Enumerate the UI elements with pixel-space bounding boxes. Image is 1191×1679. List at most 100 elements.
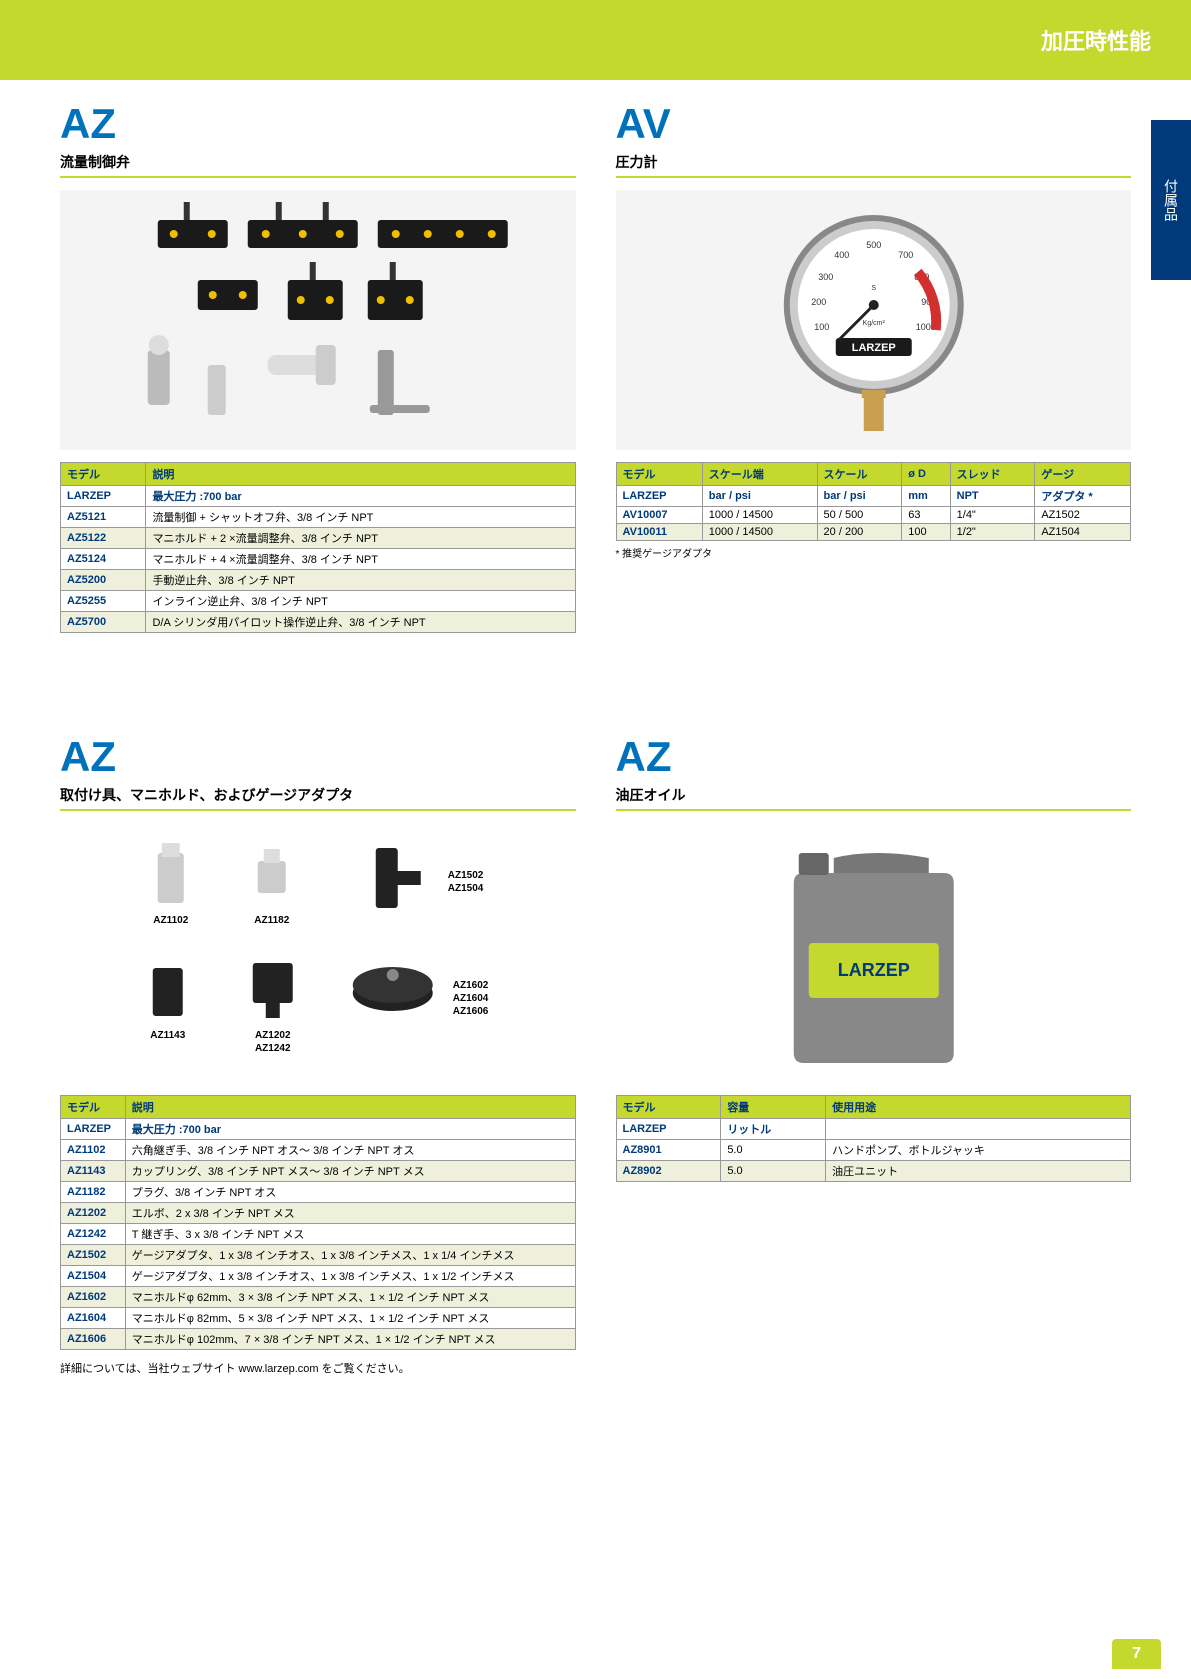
page-number: 7 — [1112, 1639, 1161, 1669]
fittings-image: AZ1102 AZ1182 AZ1502 AZ1504 AZ1143 AZ120… — [60, 823, 576, 1083]
table-row: AV100111000 / 1450020 / 2001001/2"AZ1504 — [616, 524, 1131, 541]
table-row: AZ5121流量制御 + シャットオフ弁、3/8 インチ NPT — [61, 507, 576, 528]
desc-cell: AZ1504 — [1035, 524, 1131, 541]
svg-text:200: 200 — [811, 297, 826, 307]
model-cell: AZ1143 — [61, 1161, 126, 1182]
gauge-image: 100200300 400500700 8009001000 S Kg/cm² … — [616, 190, 1132, 450]
model-cell: AV10007 — [616, 507, 702, 524]
svg-text:700: 700 — [898, 250, 913, 260]
svg-text:AZ1202: AZ1202 — [255, 1030, 291, 1041]
svg-text:AZ1504: AZ1504 — [448, 883, 484, 894]
table-header: モデル — [616, 463, 702, 486]
table-row: AZ1202エルボ、2 x 3/8 インチ NPT メス — [61, 1203, 576, 1224]
model-cell: AZ1202 — [61, 1203, 126, 1224]
desc-cell: プラグ、3/8 インチ NPT オス — [125, 1182, 575, 1203]
desc-cell: マニホルドφ 102mm、7 × 3/8 インチ NPT メス、1 × 1/2 … — [125, 1329, 575, 1350]
model-cell: AZ5200 — [61, 570, 146, 591]
svg-text:AZ1242: AZ1242 — [255, 1043, 291, 1054]
desc-cell: 1/2" — [950, 524, 1035, 541]
table-row: AZ1604マニホルドφ 82mm、5 × 3/8 インチ NPT メス、1 ×… — [61, 1308, 576, 1329]
table-subheader: アダプタ * — [1035, 486, 1131, 507]
desc-cell: 20 / 200 — [817, 524, 902, 541]
av-gauge-table: モデルスケール端スケールø Dスレッドゲージ LARZEPbar / psiba… — [616, 462, 1132, 541]
model-cell: AZ5121 — [61, 507, 146, 528]
code-heading: AV — [616, 100, 1132, 148]
model-cell: AZ1502 — [61, 1245, 126, 1266]
table-subheader: bar / psi — [817, 486, 902, 507]
valves-svg — [60, 190, 576, 450]
table-header: モデル — [61, 1096, 126, 1119]
table-row: AZ1143カップリング、3/8 インチ NPT メス〜 3/8 インチ NPT… — [61, 1161, 576, 1182]
table-subheader: NPT — [950, 486, 1035, 507]
footer-note: 詳細については、当社ウェブサイト www.larzep.com をご覧ください。 — [60, 1360, 576, 1376]
table-row: AZ1502ゲージアダプタ、1 x 3/8 インチオス、1 x 3/8 インチメ… — [61, 1245, 576, 1266]
svg-text:400: 400 — [834, 250, 849, 260]
desc-cell: 5.0 — [721, 1161, 826, 1182]
svg-text:100: 100 — [814, 322, 829, 332]
desc-cell: インライン逆止弁、3/8 インチ NPT — [146, 591, 575, 612]
table-subheader: 最大圧力 :700 bar — [125, 1119, 575, 1140]
desc-cell: 100 — [902, 524, 950, 541]
section-az-valves: AZ 流量制御弁 — [60, 100, 576, 633]
oil-svg: LARZEP — [616, 823, 1132, 1083]
model-cell: AZ1606 — [61, 1329, 126, 1350]
table-row: AZ1606マニホルドφ 102mm、7 × 3/8 インチ NPT メス、1 … — [61, 1329, 576, 1350]
table-subheader: LARZEP — [616, 486, 702, 507]
fittings-svg: AZ1102 AZ1182 AZ1502 AZ1504 AZ1143 AZ120… — [60, 823, 576, 1083]
desc-cell: 63 — [902, 507, 950, 524]
section-av-gauge: AV 圧力計 100200300 400500700 8009001000 S … — [616, 100, 1132, 633]
svg-text:AZ1606: AZ1606 — [453, 1006, 489, 1017]
svg-text:S: S — [871, 285, 876, 292]
model-cell: AZ5255 — [61, 591, 146, 612]
svg-text:LARZEP: LARZEP — [851, 342, 895, 354]
desc-cell: 50 / 500 — [817, 507, 902, 524]
model-cell: AZ1182 — [61, 1182, 126, 1203]
table-subheader: リットル — [721, 1119, 826, 1140]
table-row: AZ1602マニホルドφ 62mm、3 × 3/8 インチ NPT メス、1 ×… — [61, 1287, 576, 1308]
valves-image — [60, 190, 576, 450]
table-row: AZ89015.0ハンドポンプ、ボトルジャッキ — [616, 1140, 1131, 1161]
table-subheader: LARZEP — [61, 486, 146, 507]
svg-text:500: 500 — [866, 240, 881, 250]
row-1: AZ 流量制御弁 — [60, 100, 1131, 633]
table-header: 説明 — [125, 1096, 575, 1119]
desc-cell: ゲージアダプタ、1 x 3/8 インチオス、1 x 3/8 インチメス、1 x … — [125, 1245, 575, 1266]
table-subheader: bar / psi — [702, 486, 817, 507]
desc-cell: 流量制御 + シャットオフ弁、3/8 インチ NPT — [146, 507, 575, 528]
table-row: AZ5124マニホルド + 4 ×流量調整弁、3/8 インチ NPT — [61, 549, 576, 570]
table-subheader: LARZEP — [61, 1119, 126, 1140]
table-row: AZ5255インライン逆止弁、3/8 インチ NPT — [61, 591, 576, 612]
svg-text:AZ1143: AZ1143 — [150, 1030, 185, 1041]
table-header: 説明 — [146, 463, 575, 486]
table-row: AZ1102六角継ぎ手、3/8 インチ NPT オス〜 3/8 インチ NPT … — [61, 1140, 576, 1161]
table-header: スケール端 — [702, 463, 817, 486]
table-header: スケール — [817, 463, 902, 486]
table-row: AZ1182プラグ、3/8 インチ NPT オス — [61, 1182, 576, 1203]
model-cell: AZ1504 — [61, 1266, 126, 1287]
table-header: ゲージ — [1035, 463, 1131, 486]
az-valves-table: モデル説明 LARZEP最大圧力 :700 barAZ5121流量制御 + シャ… — [60, 462, 576, 633]
oil-image: LARZEP — [616, 823, 1132, 1083]
desc-cell: エルボ、2 x 3/8 インチ NPT メス — [125, 1203, 575, 1224]
desc-cell: 1/4" — [950, 507, 1035, 524]
desc-cell: カップリング、3/8 インチ NPT メス〜 3/8 インチ NPT メス — [125, 1161, 575, 1182]
subheading: 圧力計 — [616, 152, 1132, 178]
desc-cell: 1000 / 14500 — [702, 524, 817, 541]
model-cell: AV10011 — [616, 524, 702, 541]
section-az-fittings: AZ 取付け具、マニホルド、およびゲージアダプタ AZ1102 AZ1182 A… — [60, 733, 576, 1376]
table-row: AV100071000 / 1450050 / 500631/4"AZ1502 — [616, 507, 1131, 524]
desc-cell: ハンドポンプ、ボトルジャッキ — [826, 1140, 1131, 1161]
table-row: AZ1242T 継ぎ手、3 x 3/8 インチ NPT メス — [61, 1224, 576, 1245]
model-cell: AZ1102 — [61, 1140, 126, 1161]
svg-text:AZ1502: AZ1502 — [448, 870, 484, 881]
desc-cell: AZ1502 — [1035, 507, 1131, 524]
svg-text:AZ1182: AZ1182 — [254, 915, 289, 926]
table-header: ø D — [902, 463, 950, 486]
desc-cell: マニホルド + 4 ×流量調整弁、3/8 インチ NPT — [146, 549, 575, 570]
side-tab: 付属品 — [1151, 120, 1191, 280]
svg-text:Kg/cm²: Kg/cm² — [862, 320, 885, 327]
content: AZ 流量制御弁 — [0, 80, 1191, 1516]
az-oil-table: モデル容量使用用途 LARZEPリットルAZ89015.0ハンドポンプ、ボトルジ… — [616, 1095, 1132, 1182]
table-row: AZ1504ゲージアダプタ、1 x 3/8 インチオス、1 x 3/8 インチメ… — [61, 1266, 576, 1287]
table-header: 使用用途 — [826, 1096, 1131, 1119]
